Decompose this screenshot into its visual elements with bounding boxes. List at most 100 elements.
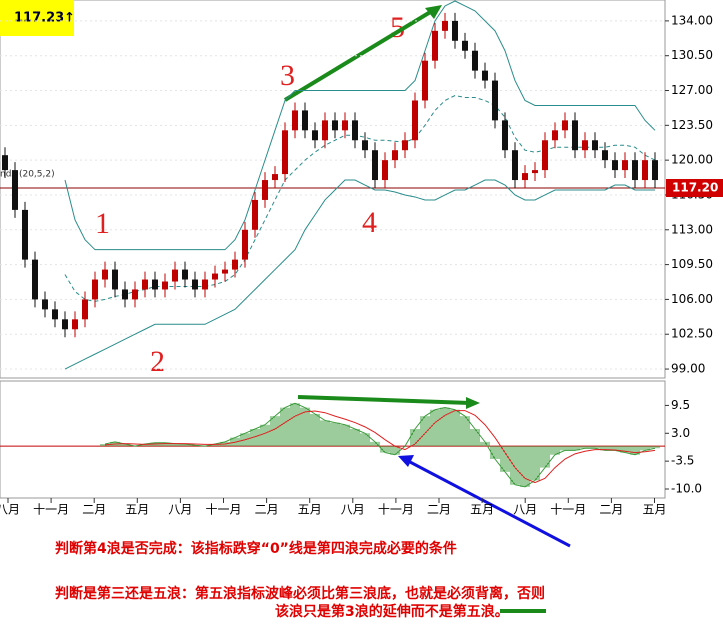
candle-body	[52, 309, 58, 320]
candle-body	[2, 155, 8, 171]
candle-body	[472, 50, 478, 71]
y-tick-label: -3.5	[671, 454, 694, 468]
candle-body	[302, 110, 308, 131]
candle-body	[312, 130, 318, 141]
note: 该浪只是第3浪的延伸而不是第五浪。	[275, 603, 509, 620]
candle-body	[142, 279, 148, 290]
candle-body	[22, 209, 28, 260]
wave-label: 4	[362, 206, 377, 239]
y-tick-label: 130.50	[671, 48, 713, 62]
blue-arrow	[398, 455, 571, 548]
candle-body	[282, 130, 288, 175]
macd-line	[104, 402, 656, 488]
x-tick-label: 十一月	[33, 503, 69, 517]
y-tick-label: 106.00	[671, 292, 713, 306]
candle-body	[402, 140, 408, 151]
candle-body	[292, 110, 298, 131]
wave-label: 2	[150, 345, 165, 378]
y-tick-label: -10.0	[671, 482, 702, 496]
x-tick-label: 五月	[470, 503, 494, 517]
x-tick-label: 五月	[125, 503, 149, 517]
band-upper	[64, 0, 656, 251]
candle-body	[602, 150, 608, 161]
y-tick-label: 120.00	[671, 153, 713, 167]
candle-body	[342, 120, 348, 131]
candle-body	[452, 20, 458, 41]
candle-body	[572, 120, 578, 151]
candle-body	[272, 174, 278, 181]
y-tick-label: 134.00	[671, 13, 713, 27]
candle-body	[372, 150, 378, 181]
candle-body	[632, 160, 638, 181]
candle-body	[322, 120, 328, 141]
candle-body	[612, 160, 618, 171]
x-tick-label: 二月	[255, 503, 279, 517]
candle-body	[12, 170, 18, 210]
y-tick-label: 99.00	[671, 362, 705, 376]
candle-body	[352, 120, 358, 141]
candle-body	[642, 160, 648, 181]
candle-body	[122, 289, 128, 300]
candle-body	[522, 173, 528, 181]
candle-body	[242, 229, 248, 260]
candle-body	[392, 150, 398, 161]
candle-body	[552, 130, 558, 141]
candle-body	[182, 269, 188, 280]
candle-body	[42, 299, 48, 310]
annotation-arrows	[283, 5, 546, 613]
x-tick-label: 十一月	[378, 503, 414, 517]
x-tick-label: 五月	[298, 503, 322, 517]
x-tick-label: 八月	[168, 503, 192, 517]
macd-panel	[0, 380, 666, 499]
wave-label: 3	[280, 59, 295, 92]
x-tick-label: 八月	[513, 503, 537, 517]
price-panel	[0, 0, 666, 379]
candle-body	[412, 100, 418, 141]
candle-body	[172, 269, 178, 282]
y-tick-label: 9.5	[671, 398, 690, 412]
price-tag	[666, 179, 723, 198]
candle-body	[72, 319, 78, 330]
candle-body	[222, 269, 228, 274]
candle-body	[542, 140, 548, 171]
x-tick-label: 十一月	[550, 503, 586, 517]
candle-body	[192, 279, 198, 290]
candle-body	[622, 160, 628, 171]
candle-body	[32, 259, 38, 300]
candle-body	[382, 160, 388, 181]
candle-body	[422, 60, 428, 101]
note: 判断是第三还是五浪：第五浪指标波峰必须比第三浪底，也就是必须背离，否则	[55, 585, 545, 602]
band-label: nds (20,5,2)	[0, 170, 55, 180]
candle-body	[462, 40, 468, 51]
price-tag-label: 117.20	[672, 181, 718, 195]
candle-body	[252, 199, 258, 230]
candle-body	[442, 20, 448, 31]
wave-label: 1	[95, 207, 110, 240]
candle-body	[582, 140, 588, 151]
x-tick-label: 五月	[642, 503, 666, 517]
signal-line	[104, 410, 656, 484]
x-tick-label: 二月	[427, 503, 451, 517]
x-tick-label: 二月	[82, 503, 106, 517]
candle-body	[102, 269, 108, 280]
candle-body	[362, 140, 368, 151]
candle-body	[152, 279, 158, 290]
candle-body	[262, 180, 268, 200]
candle-body	[112, 269, 118, 290]
x-tick-label: 八月	[341, 503, 365, 517]
candle-body	[502, 120, 508, 151]
x-tick-label: 八月	[0, 503, 20, 517]
header-price: 117.23↑	[14, 11, 75, 26]
x-tick-label: 二月	[599, 503, 623, 517]
candle-body	[62, 319, 68, 330]
candle-body	[212, 273, 218, 280]
band-lower	[64, 179, 655, 370]
candle-body	[232, 259, 238, 270]
candle-body	[592, 140, 598, 151]
y-tick-label: 109.50	[671, 257, 713, 271]
candle-body	[562, 120, 568, 131]
y-tick-label: 102.50	[671, 327, 713, 341]
x-tick-label: 十一月	[205, 503, 241, 517]
